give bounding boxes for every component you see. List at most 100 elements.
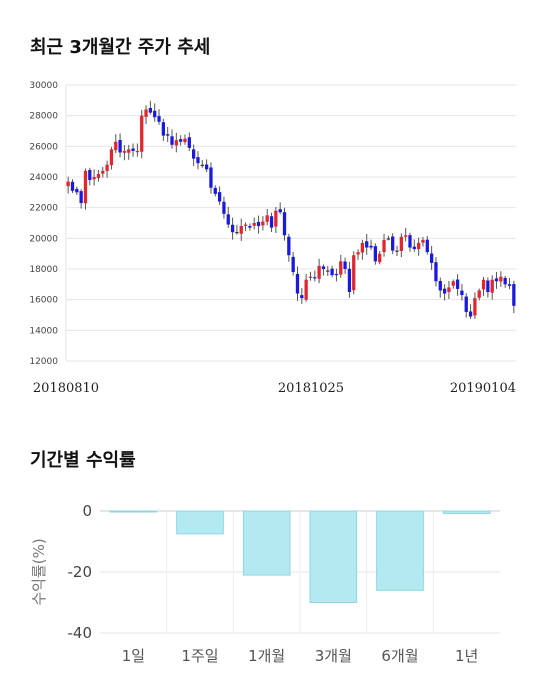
candle-body bbox=[144, 109, 148, 117]
candle-body bbox=[343, 261, 347, 269]
candle-body bbox=[252, 223, 256, 226]
x-tick-label: 1주일 bbox=[181, 647, 218, 665]
candle-body bbox=[308, 276, 313, 278]
candle-body bbox=[391, 236, 395, 251]
candle-body bbox=[282, 212, 287, 236]
candle-body bbox=[421, 239, 425, 243]
candle-body bbox=[183, 138, 187, 143]
candle-body bbox=[386, 238, 390, 240]
candle-body bbox=[473, 298, 477, 316]
candle-body bbox=[438, 280, 442, 291]
y-tick-label: -40 bbox=[68, 624, 93, 642]
candle-body bbox=[239, 226, 243, 234]
candle-body bbox=[455, 279, 460, 289]
return-bar bbox=[109, 510, 158, 513]
candle-body bbox=[170, 136, 174, 145]
candle-body bbox=[291, 256, 295, 273]
y-tick-label: 16000 bbox=[29, 296, 58, 306]
candle-body bbox=[217, 192, 222, 202]
candle-body bbox=[105, 164, 109, 171]
candle-body bbox=[382, 239, 386, 253]
candle-body bbox=[243, 224, 248, 226]
candle-body bbox=[265, 215, 269, 222]
candle-body bbox=[460, 290, 464, 296]
candle-body bbox=[434, 262, 438, 282]
candle-body bbox=[373, 246, 378, 262]
x-tick-label: 20180810 bbox=[33, 381, 99, 396]
candle-body bbox=[127, 149, 131, 153]
y-axis-label: 수익률(%) bbox=[30, 538, 48, 605]
candle-body bbox=[399, 236, 403, 251]
candle-body bbox=[499, 276, 503, 282]
period-returns-title: 기간별 수익률 bbox=[30, 450, 136, 471]
x-tick-label: 1년 bbox=[455, 647, 478, 665]
y-tick-label: -20 bbox=[68, 563, 93, 581]
candle-body bbox=[412, 246, 416, 250]
y-tick-label: 28000 bbox=[29, 112, 58, 122]
candle-body bbox=[360, 242, 365, 253]
candle-body bbox=[356, 252, 360, 255]
candle-body bbox=[261, 221, 265, 226]
candle-body bbox=[507, 284, 512, 286]
y-tick-label: 18000 bbox=[29, 265, 58, 275]
candle-body bbox=[70, 181, 75, 191]
candle-body bbox=[477, 290, 481, 298]
candle-body bbox=[464, 296, 468, 312]
y-tick-label: 22000 bbox=[29, 204, 58, 214]
candle-body bbox=[447, 287, 451, 292]
candle-body bbox=[339, 261, 343, 275]
x-tick-label: 1일 bbox=[122, 647, 145, 665]
candle-body bbox=[274, 210, 278, 227]
return-bar bbox=[442, 510, 491, 514]
y-tick-label: 24000 bbox=[29, 173, 58, 183]
candle-body bbox=[295, 273, 300, 294]
candle-body bbox=[248, 225, 252, 228]
candle-body bbox=[222, 201, 226, 214]
candle-body bbox=[187, 137, 191, 148]
candle-body bbox=[442, 288, 447, 294]
y-tick-label: 26000 bbox=[29, 142, 58, 152]
candle-body bbox=[166, 134, 170, 136]
candle-body bbox=[468, 311, 473, 317]
candle-body bbox=[481, 279, 486, 290]
candle-body bbox=[429, 253, 434, 263]
candle-body bbox=[118, 140, 122, 153]
candle-body bbox=[451, 281, 455, 286]
candle-body bbox=[192, 149, 196, 159]
return-bar bbox=[242, 510, 291, 576]
candle-body bbox=[365, 241, 369, 248]
candle-body bbox=[92, 177, 96, 180]
candle-body bbox=[313, 277, 317, 279]
y-tick-label: 20000 bbox=[29, 234, 58, 244]
candle-body bbox=[114, 141, 118, 151]
candle-body bbox=[204, 164, 209, 170]
return-bar bbox=[376, 510, 424, 591]
y-tick-label: 0 bbox=[82, 502, 92, 520]
candle-body bbox=[101, 170, 105, 174]
candle-body bbox=[494, 278, 499, 282]
candle-body bbox=[161, 122, 165, 136]
candle-body bbox=[330, 268, 334, 276]
candle-body bbox=[486, 280, 490, 292]
candle-body bbox=[278, 209, 282, 213]
candle-body bbox=[269, 216, 274, 228]
candle-body bbox=[96, 173, 101, 179]
candle-body bbox=[66, 181, 70, 187]
candle-body bbox=[347, 268, 352, 292]
candle-body bbox=[287, 236, 291, 256]
candle-body bbox=[153, 110, 157, 118]
candle-body bbox=[395, 250, 399, 252]
y-tick-label: 14000 bbox=[29, 326, 58, 336]
y-tick-label: 30000 bbox=[29, 81, 58, 91]
candle-body bbox=[122, 150, 127, 153]
candle-body bbox=[352, 255, 356, 291]
candle-body bbox=[75, 188, 79, 193]
candle-body bbox=[512, 284, 516, 306]
candle-body bbox=[135, 150, 140, 153]
candle-body bbox=[79, 191, 83, 204]
candle-body bbox=[404, 235, 408, 237]
candle-body bbox=[174, 140, 178, 146]
x-tick-label: 20190104 bbox=[450, 381, 516, 396]
candle-body bbox=[503, 277, 507, 285]
